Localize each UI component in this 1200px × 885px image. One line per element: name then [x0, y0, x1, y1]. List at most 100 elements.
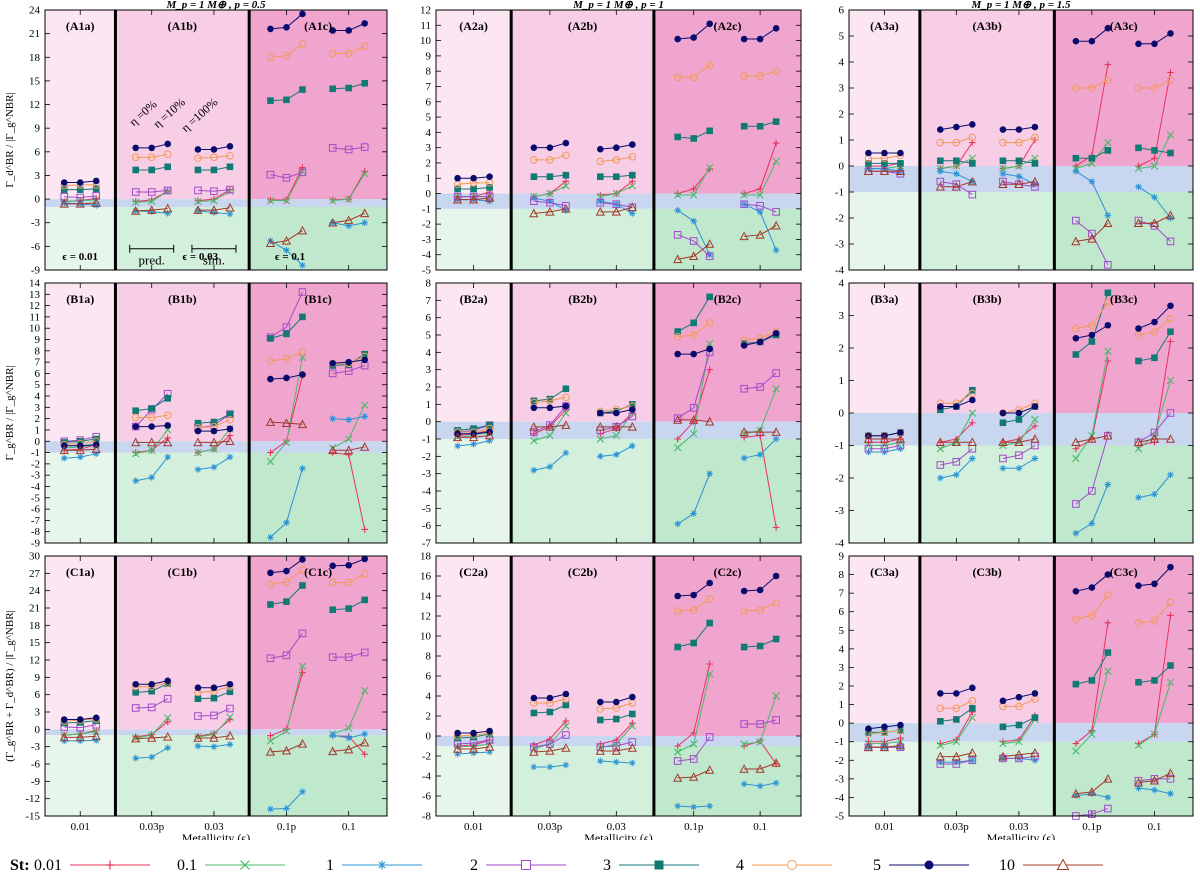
data-point — [740, 122, 748, 130]
data-point — [1031, 160, 1039, 167]
data-point — [740, 71, 748, 80]
data-point — [596, 157, 605, 166]
data-point — [706, 670, 714, 678]
panel-label: (A1b) — [168, 19, 197, 33]
y-tick-label: 14 — [29, 278, 41, 290]
data-point — [756, 201, 764, 210]
data-point — [1165, 434, 1176, 443]
legend-item-2: 2 — [470, 857, 566, 874]
y-tick-label: 4 — [839, 278, 845, 290]
data-point — [705, 765, 715, 774]
series-line — [600, 405, 633, 412]
series-line — [1075, 220, 1109, 266]
bg-negative — [1054, 741, 1193, 816]
data-point — [1088, 338, 1096, 345]
data-point — [546, 144, 554, 151]
series-line — [135, 736, 168, 740]
y-axis-label: Γ_g^BR / |Γ_g^NBR| — [4, 365, 16, 460]
series-line — [332, 146, 365, 150]
data-point — [132, 689, 140, 696]
series-line — [600, 202, 633, 208]
y-tick-label: -4 — [422, 486, 432, 498]
data-point — [329, 85, 336, 93]
data-point — [530, 173, 538, 181]
x-tick-label: 0.03 — [607, 821, 627, 833]
series-10 — [452, 193, 781, 264]
series-line — [868, 445, 901, 450]
data-point — [147, 413, 156, 422]
data-point — [210, 463, 218, 471]
data-point — [612, 742, 621, 750]
data-point — [562, 207, 570, 214]
y-tick-label: 3 — [35, 707, 41, 719]
data-point — [690, 185, 697, 193]
legend-label: 0.01 — [34, 857, 62, 874]
data-point — [530, 466, 538, 474]
y-tick-label: 9 — [426, 50, 432, 62]
data-point — [194, 427, 202, 435]
panel-B1: -9-8-7-6-5-4-3-2-101234567891011121314(B… — [4, 278, 388, 550]
data-point — [597, 698, 604, 706]
y-tick-label: 12 — [29, 655, 40, 667]
data-point — [163, 186, 172, 195]
data-point — [772, 157, 780, 166]
data-point — [1072, 216, 1080, 225]
data-point — [164, 744, 172, 752]
sim-bracket — [191, 244, 237, 253]
data-point — [1167, 302, 1174, 310]
data-point — [706, 339, 714, 348]
data-point — [1134, 741, 1143, 750]
data-point — [689, 73, 698, 82]
data-point — [328, 445, 338, 455]
data-point — [297, 738, 308, 748]
data-point — [344, 145, 353, 154]
series-line — [1138, 79, 1171, 89]
data-point — [935, 437, 945, 447]
data-point — [226, 680, 234, 688]
data-point — [76, 716, 84, 723]
data-point — [164, 718, 172, 726]
data-point — [486, 748, 493, 756]
legend: St: 0.01 0.1 1 2 3 4 5 10 — [10, 857, 1103, 874]
data-point — [345, 451, 352, 459]
y-tick-label: 30 — [29, 551, 41, 563]
series-line — [270, 291, 303, 338]
data-point — [999, 138, 1007, 147]
data-point — [936, 461, 945, 469]
data-point — [1088, 37, 1096, 45]
y-tick-label: -8 — [422, 811, 432, 823]
series-line — [940, 181, 973, 188]
data-point — [265, 238, 276, 248]
data-point — [596, 743, 605, 751]
data-point — [673, 332, 682, 341]
y-tick-label: 5 — [839, 31, 845, 43]
data-point — [772, 385, 780, 393]
data-point — [772, 692, 780, 700]
y-tick-label: 0 — [839, 408, 845, 420]
data-point — [1015, 173, 1023, 180]
data-point — [283, 805, 290, 812]
data-point — [226, 688, 234, 696]
data-point — [1135, 494, 1142, 501]
series-line — [270, 171, 303, 179]
data-point — [1015, 451, 1023, 460]
series-line — [533, 405, 567, 433]
series-line — [1138, 220, 1171, 242]
data-point — [1088, 790, 1096, 798]
series-line — [533, 208, 566, 214]
data-point — [999, 419, 1007, 427]
panel-A3: -4 -3 -2 -1 0 1 2 3 4 5 6 (A3a) (A3b) (A3c) M_p = 1 M⊕… — [835, 0, 1194, 277]
data-point — [486, 184, 493, 191]
series-line — [332, 365, 365, 374]
panel-label: (C2b) — [568, 565, 597, 579]
data-point — [756, 383, 764, 391]
data-point — [470, 174, 477, 182]
bg-positive — [436, 10, 512, 194]
data-point — [1167, 30, 1174, 37]
data-point — [266, 196, 275, 205]
series-line — [64, 202, 97, 205]
data-point — [147, 733, 157, 742]
data-point — [937, 758, 944, 766]
data-point — [772, 435, 780, 443]
data-point — [267, 805, 274, 813]
